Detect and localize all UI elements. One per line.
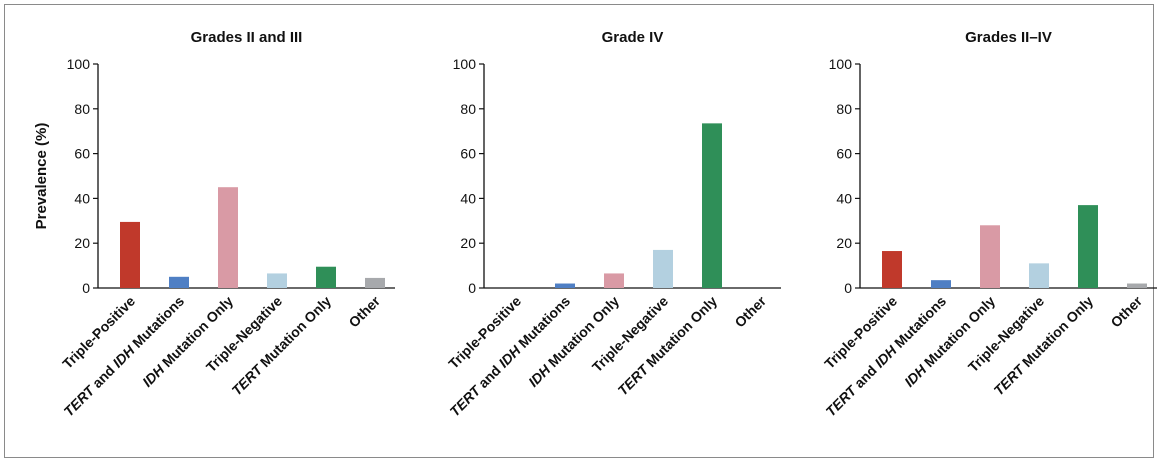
bar xyxy=(218,187,238,288)
y-tick-label: 40 xyxy=(460,190,476,206)
y-tick-label: 20 xyxy=(460,235,476,251)
bar xyxy=(1029,263,1049,288)
bar xyxy=(555,283,575,288)
y-tick-label: 100 xyxy=(453,56,477,72)
bar xyxy=(931,280,951,288)
y-tick-label: 60 xyxy=(836,146,852,162)
category-label: IDH Mutation Only xyxy=(139,293,236,390)
figure-frame xyxy=(4,4,1154,458)
bar xyxy=(882,251,902,288)
chart-title: Grade IV xyxy=(602,29,664,46)
category-label: IDH Mutation Only xyxy=(901,293,998,390)
category-label: Other xyxy=(345,292,383,330)
chart-panel-3: Grades II–IV020406080100Triple-PositiveT… xyxy=(821,29,1157,419)
y-tick-label: 0 xyxy=(844,280,852,296)
chart-title: Grades II–IV xyxy=(965,29,1052,46)
category-label: TERT Mutation Only xyxy=(990,293,1096,399)
bar xyxy=(1127,283,1147,288)
chart-title: Grades II and III xyxy=(191,29,303,46)
y-tick-label: 20 xyxy=(74,235,90,251)
y-tick-label: 80 xyxy=(74,101,90,117)
y-tick-label: 40 xyxy=(74,190,90,206)
y-tick-label: 100 xyxy=(829,56,853,72)
y-tick-label: 0 xyxy=(468,280,476,296)
bar xyxy=(653,249,673,288)
category-label: TERT Mutation Only xyxy=(228,293,334,399)
bar xyxy=(316,266,336,288)
category-label: Other xyxy=(1107,292,1145,330)
category-label: IDH Mutation Only xyxy=(525,293,622,390)
bar xyxy=(120,221,140,288)
y-tick-label: 20 xyxy=(836,235,852,251)
bar xyxy=(1078,205,1098,288)
y-tick-label: 40 xyxy=(836,190,852,206)
bar xyxy=(702,123,722,288)
bar xyxy=(604,273,624,288)
y-tick-label: 60 xyxy=(74,146,90,162)
chart-panel-2: Grade IV020406080100Triple-PositiveTERT … xyxy=(445,29,781,419)
y-axis-label: Prevalence (%) xyxy=(33,123,50,230)
y-tick-label: 0 xyxy=(82,280,90,296)
bar xyxy=(169,276,189,288)
chart-panel-1: Grades II and III Prevalence (%) 0 20 40 60 80… xyxy=(33,29,395,419)
bar xyxy=(980,225,1000,288)
bar xyxy=(365,277,385,288)
y-tick-label: 80 xyxy=(460,101,476,117)
y-tick-label: 60 xyxy=(460,146,476,162)
y-tick-label: 100 xyxy=(67,56,91,72)
category-label: Other xyxy=(731,292,769,330)
y-tick-label: 80 xyxy=(836,101,852,117)
bar xyxy=(267,273,287,288)
category-label: TERT Mutation Only xyxy=(614,293,720,399)
